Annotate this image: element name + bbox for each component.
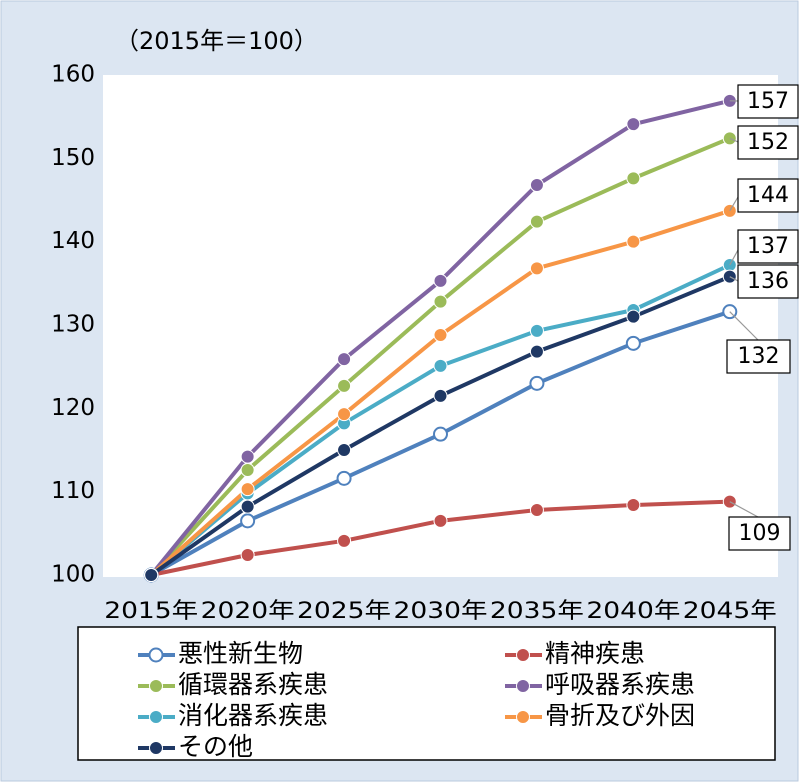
point (529, 503, 544, 517)
leader-line (729, 276, 739, 282)
point (529, 261, 544, 276)
subtitle: （2015年＝100） (115, 27, 318, 55)
leader-line (729, 501, 759, 518)
data-label: 144 (747, 183, 789, 208)
point (240, 548, 255, 562)
y-tick-label: 100 (51, 562, 95, 588)
data-label: 137 (747, 234, 789, 259)
x-tick-label: 2030年 (394, 599, 488, 624)
point (626, 171, 641, 186)
x-tick-label: 2045年 (683, 599, 777, 624)
point (337, 443, 352, 457)
data-label-box (728, 516, 791, 551)
y-tick-label: 110 (51, 478, 95, 504)
data-label: 132 (738, 344, 780, 369)
legend-label: 悪性新生物 (178, 639, 303, 668)
point (337, 352, 352, 367)
y-tick-label: 120 (51, 395, 95, 421)
point (240, 499, 255, 514)
leader-line (729, 196, 739, 212)
point (240, 482, 255, 497)
point (529, 178, 544, 192)
legend-label: 骨折及び外因 (545, 701, 695, 730)
legend-label: その他 (178, 732, 253, 761)
x-tick-label: 2025年 (297, 599, 391, 624)
legend-marker (148, 647, 164, 663)
point (240, 449, 255, 464)
leader-line (729, 137, 739, 143)
point (337, 533, 352, 548)
data-label-box (737, 264, 799, 299)
point (433, 426, 448, 442)
point (529, 344, 544, 359)
data-label-box (737, 178, 799, 213)
y-tick-label: 150 (51, 145, 95, 171)
point (433, 513, 448, 528)
legend-marker (149, 741, 163, 755)
point (529, 323, 544, 338)
data-label-box (737, 125, 799, 160)
data-label: 157 (747, 89, 789, 114)
data-label: 136 (747, 269, 789, 294)
x-tick-label: 2040年 (586, 599, 680, 624)
point (626, 309, 641, 324)
data-label-box (726, 339, 791, 374)
point (433, 328, 448, 342)
legend-marker (516, 648, 530, 662)
data-label: 109 (739, 521, 781, 546)
point (240, 513, 256, 529)
legend-label: 循環器系疾患 (178, 670, 328, 699)
x-tick-label: 2015年 (104, 599, 198, 624)
point (433, 273, 448, 288)
point (240, 463, 255, 477)
point (529, 214, 544, 229)
point (337, 407, 352, 422)
point (626, 234, 641, 249)
point (337, 378, 352, 393)
point (626, 498, 641, 512)
legend-marker (516, 710, 530, 724)
point (626, 117, 641, 132)
x-tick-label: 2020年 (201, 599, 295, 624)
leader-line (729, 311, 759, 341)
point (529, 375, 545, 391)
data-label-box (737, 229, 799, 264)
y-tick-label: 160 (51, 62, 95, 88)
x-tick-label: 2035年 (490, 599, 584, 624)
legend-label: 呼吸器系疾患 (545, 670, 695, 699)
point (433, 388, 448, 403)
data-label: 152 (747, 130, 789, 155)
point (336, 470, 352, 486)
legend-marker (149, 710, 163, 724)
point (433, 358, 448, 373)
point (144, 568, 159, 582)
data-label-box (737, 84, 799, 119)
y-tick-label: 130 (51, 312, 95, 338)
legend-label: 消化器系疾患 (178, 701, 328, 730)
legend-marker (516, 679, 530, 693)
leader-line (729, 249, 739, 266)
legend-marker (149, 679, 163, 693)
point (433, 294, 448, 309)
legend (77, 626, 776, 761)
point (625, 335, 641, 351)
y-tick-label: 140 (51, 228, 95, 254)
legend-label: 精神疾患 (545, 639, 645, 668)
